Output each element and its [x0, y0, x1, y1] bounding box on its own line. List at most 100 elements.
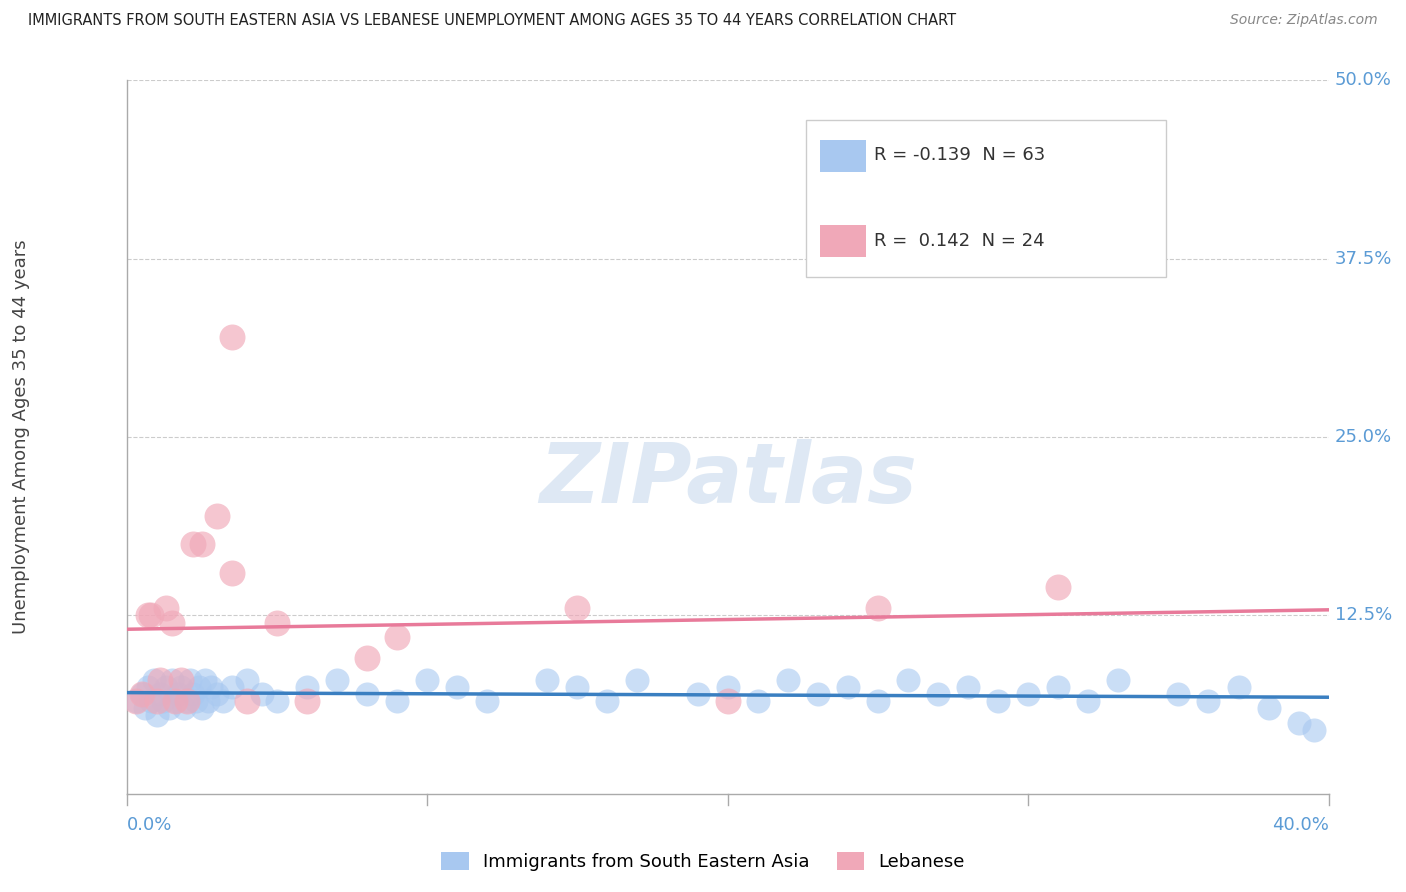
Point [1227, 680, 1250, 694]
Point [250, 687, 273, 701]
Point [149, 673, 172, 687]
Point [686, 687, 709, 701]
Point [179, 673, 201, 687]
Text: 37.5%: 37.5% [1334, 250, 1392, 268]
Point [124, 694, 146, 708]
Point [1047, 680, 1070, 694]
Text: 50.0%: 50.0% [1334, 71, 1392, 89]
Point [1197, 694, 1219, 708]
Point [446, 680, 468, 694]
Point [205, 687, 228, 701]
Point [221, 566, 243, 580]
Point [124, 694, 146, 708]
Point [145, 694, 167, 708]
Point [136, 680, 159, 694]
Point [131, 687, 153, 701]
Point [1167, 687, 1189, 701]
Text: Unemployment Among Ages 35 to 44 years: Unemployment Among Ages 35 to 44 years [13, 240, 30, 634]
Point [211, 694, 233, 708]
Point [176, 694, 198, 708]
Point [181, 537, 204, 551]
Point [160, 673, 183, 687]
Point [139, 694, 162, 708]
Point [149, 687, 172, 701]
Point [200, 680, 222, 694]
Point [747, 694, 769, 708]
Point [190, 701, 212, 715]
Point [134, 701, 156, 715]
Legend: Immigrants from South Eastern Asia, Lebanese: Immigrants from South Eastern Asia, Leba… [434, 845, 972, 879]
Point [1017, 687, 1039, 701]
Point [266, 694, 288, 708]
Point [475, 694, 498, 708]
Bar [820, 225, 866, 257]
Point [1077, 694, 1099, 708]
Point [155, 601, 177, 615]
Point [184, 694, 207, 708]
Point [173, 701, 195, 715]
Point [169, 680, 191, 694]
Point [356, 651, 378, 665]
Text: 25.0%: 25.0% [1334, 428, 1392, 446]
Point [160, 615, 183, 630]
Point [145, 708, 167, 723]
Point [807, 687, 830, 701]
Point [326, 673, 349, 687]
Point [536, 673, 558, 687]
Point [716, 694, 740, 708]
Point [716, 680, 740, 694]
Point [157, 701, 180, 715]
Bar [820, 139, 866, 171]
Point [163, 694, 186, 708]
Point [1288, 715, 1310, 730]
Point [866, 694, 889, 708]
Point [385, 630, 408, 644]
Point [197, 694, 219, 708]
Point [626, 673, 648, 687]
Point [166, 687, 188, 701]
Bar [806, 120, 1167, 277]
Point [356, 687, 378, 701]
Point [152, 694, 174, 708]
Point [567, 680, 589, 694]
Point [131, 687, 153, 701]
Point [1047, 580, 1070, 594]
Text: 0.0%: 0.0% [127, 816, 172, 834]
Point [295, 694, 318, 708]
Point [385, 694, 408, 708]
Point [266, 615, 288, 630]
Point [567, 601, 589, 615]
Point [837, 680, 859, 694]
Point [194, 673, 217, 687]
Point [136, 608, 159, 623]
Point [1107, 673, 1129, 687]
Point [190, 537, 212, 551]
Text: IMMIGRANTS FROM SOUTH EASTERN ASIA VS LEBANESE UNEMPLOYMENT AMONG AGES 35 TO 44 : IMMIGRANTS FROM SOUTH EASTERN ASIA VS LE… [28, 13, 956, 29]
Point [142, 673, 165, 687]
Point [956, 680, 979, 694]
Point [1302, 723, 1324, 737]
Text: R = -0.139  N = 63: R = -0.139 N = 63 [875, 146, 1046, 164]
Point [139, 608, 162, 623]
Point [235, 673, 259, 687]
Text: 40.0%: 40.0% [1272, 816, 1329, 834]
Point [776, 673, 799, 687]
Point [221, 680, 243, 694]
Point [866, 601, 889, 615]
Point [181, 687, 204, 701]
Point [897, 673, 920, 687]
Point [176, 694, 198, 708]
Point [416, 673, 439, 687]
Text: R =  0.142  N = 24: R = 0.142 N = 24 [875, 232, 1045, 250]
Point [927, 687, 949, 701]
Point [295, 680, 318, 694]
Point [596, 694, 619, 708]
Text: 12.5%: 12.5% [1334, 607, 1392, 624]
Point [235, 694, 259, 708]
Point [155, 680, 177, 694]
Text: Source: ZipAtlas.com: Source: ZipAtlas.com [1230, 13, 1378, 28]
Point [205, 508, 228, 523]
Point [163, 694, 186, 708]
Point [169, 673, 191, 687]
Point [187, 680, 209, 694]
